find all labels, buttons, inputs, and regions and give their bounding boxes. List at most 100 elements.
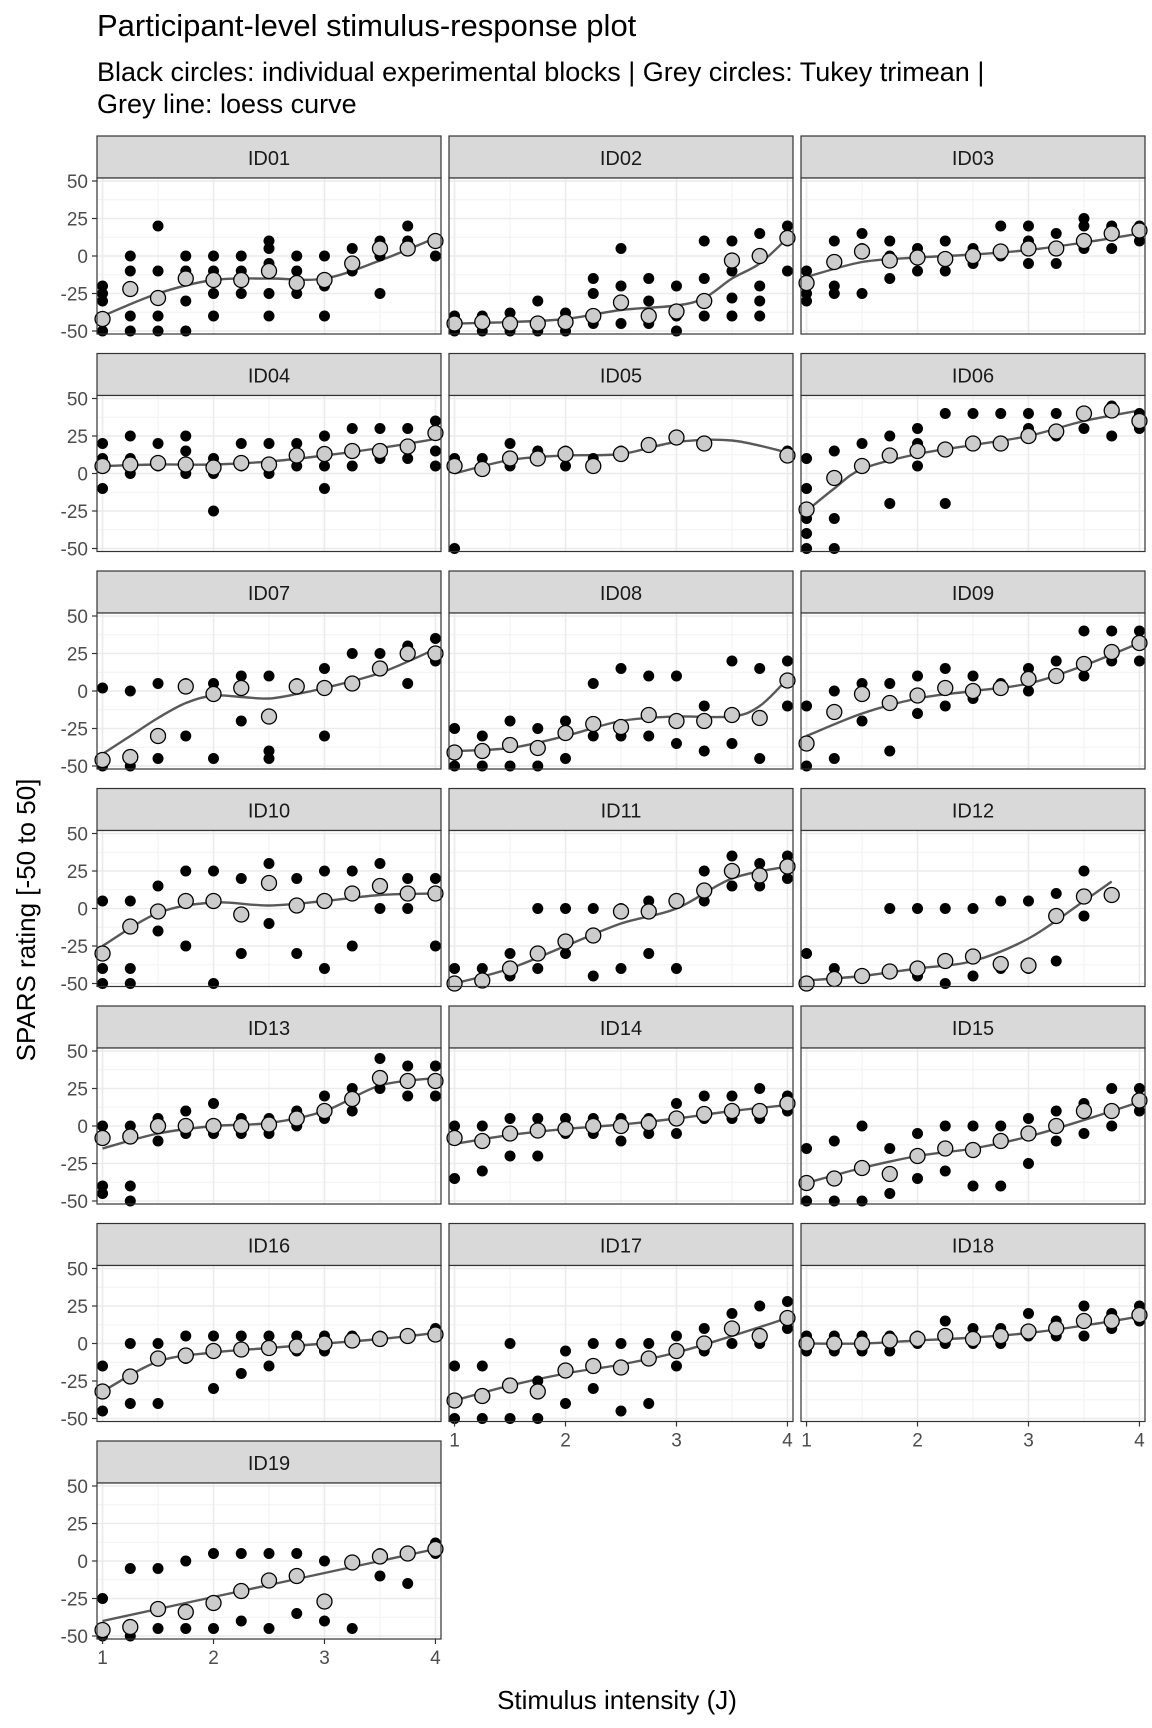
block-point: [124, 325, 136, 337]
y-tick-label: -25: [61, 937, 88, 958]
block-point: [1050, 258, 1062, 269]
block-point: [402, 1578, 414, 1589]
trimean-point: [446, 1129, 463, 1147]
trimean-point: [501, 450, 519, 467]
trimean-point: [826, 970, 843, 988]
block-point: [1022, 685, 1034, 697]
trimean-point: [316, 679, 333, 697]
block-point: [1106, 243, 1118, 254]
y-tick-label: -25: [61, 720, 88, 741]
block-point: [939, 700, 951, 712]
trimean-point: [177, 270, 194, 287]
trimean-point: [316, 271, 333, 289]
block-point: [587, 970, 599, 982]
trimean-point: [640, 436, 657, 454]
block-point: [291, 1330, 303, 1342]
facet-panel-id01: ID01 -50 -25 0 25 50: [61, 135, 444, 343]
block-point: [532, 963, 544, 974]
block-point: [152, 1338, 164, 1349]
trimean-point: [260, 708, 278, 725]
block-point: [235, 288, 247, 299]
block-point: [208, 505, 220, 517]
block-point: [560, 753, 572, 764]
x-tick-label: 4: [430, 1648, 441, 1669]
trimean-point: [909, 442, 926, 460]
block-point: [208, 1383, 220, 1394]
block-point: [97, 1120, 109, 1132]
block-point: [1078, 1330, 1090, 1342]
block-point: [828, 543, 840, 554]
block-point: [152, 438, 164, 449]
block-point: [402, 220, 414, 232]
block-point: [939, 903, 951, 914]
x-tick-label: 3: [319, 1648, 330, 1669]
block-point: [560, 1345, 572, 1357]
block-point: [1050, 888, 1062, 899]
block-point: [754, 663, 766, 674]
facet-strip: [800, 1222, 1146, 1267]
y-tick-label: -25: [61, 1155, 88, 1176]
trimean-point: [964, 948, 982, 965]
block-point: [912, 1173, 924, 1184]
block-point: [801, 453, 813, 464]
trimean-point: [233, 1582, 250, 1600]
block-point: [884, 430, 896, 442]
trimean-point: [371, 1330, 389, 1348]
block-point: [1022, 220, 1034, 232]
trimean-point: [612, 1359, 630, 1376]
block-point: [235, 250, 247, 262]
trimean-point: [371, 1548, 389, 1565]
block-point: [429, 415, 441, 427]
block-point: [124, 1338, 136, 1349]
block-point: [318, 1615, 330, 1627]
block-point: [884, 273, 896, 284]
block-point: [856, 678, 868, 689]
y-tick-label: 25: [67, 210, 88, 231]
facet-strip: [800, 1005, 1146, 1049]
block-point: [291, 438, 303, 449]
y-tick-label: 0: [77, 1552, 88, 1573]
block-point: [912, 903, 924, 914]
trimean-point: [371, 877, 389, 895]
trimean-point: [992, 243, 1009, 260]
trimean-point: [501, 315, 519, 332]
trimean-point: [501, 960, 519, 977]
trimean-point: [94, 1621, 111, 1639]
block-point: [532, 760, 544, 772]
block-point: [429, 1090, 441, 1102]
block-point: [374, 1570, 386, 1582]
block-point: [318, 310, 330, 322]
block-point: [781, 850, 793, 862]
trimean-point: [233, 906, 250, 923]
trimean-point: [1020, 1323, 1037, 1340]
trimean-point: [937, 952, 954, 970]
trimean-point: [474, 1387, 491, 1405]
block-point: [1133, 625, 1145, 637]
block-point: [1022, 895, 1034, 907]
y-tick-label: -25: [61, 285, 88, 306]
trimean-point: [798, 274, 815, 292]
trimean-point: [94, 1383, 111, 1400]
block-point: [754, 295, 766, 307]
trimean-point: [316, 892, 333, 910]
block-point: [235, 715, 247, 727]
trimean-point: [853, 685, 871, 703]
trimean-point: [529, 945, 546, 962]
trimean-point: [122, 280, 139, 298]
block-point: [828, 1135, 840, 1147]
trimean-point: [881, 252, 898, 269]
block-point: [828, 1195, 840, 1207]
block-point: [670, 670, 682, 682]
trimean-point: [612, 1117, 630, 1135]
block-point: [587, 1383, 599, 1394]
block-point: [124, 310, 136, 322]
y-tick-label: 25: [67, 645, 88, 666]
trimean-point: [1075, 888, 1093, 905]
block-point: [967, 670, 979, 682]
trimean-point: [585, 927, 602, 944]
trimean-point: [1103, 643, 1120, 661]
block-point: [180, 325, 192, 337]
facet-strip-label: ID16: [248, 1236, 290, 1258]
trimean-point: [529, 1122, 546, 1139]
